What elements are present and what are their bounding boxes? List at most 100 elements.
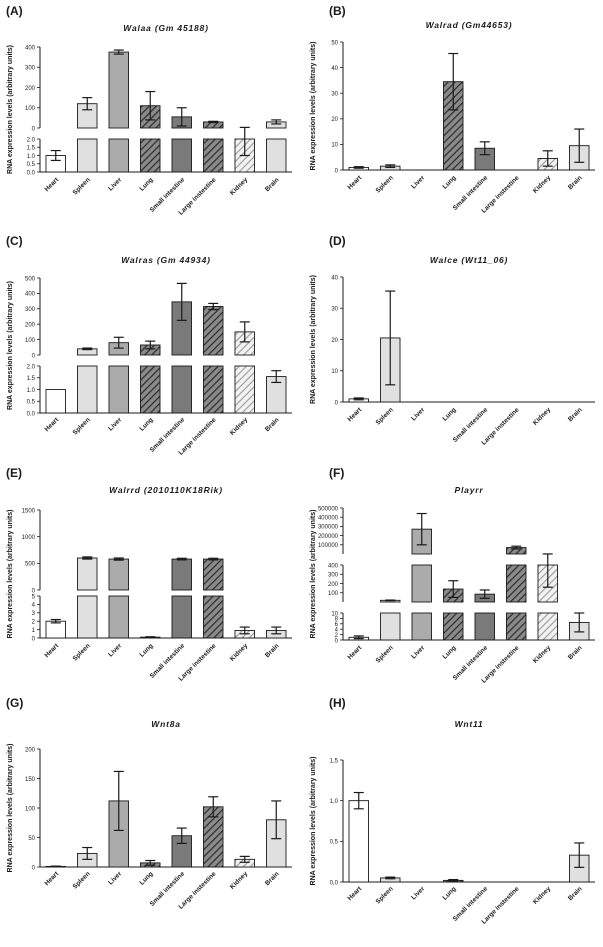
- chart-title: Walaa (Gm 45188): [123, 23, 208, 33]
- chart-title: Wnt11: [455, 719, 484, 729]
- y-tick-label: 1,0: [330, 799, 339, 805]
- y-tick-label: 0.0: [27, 411, 36, 417]
- y-tick-label: 50: [28, 836, 35, 842]
- bar: [203, 306, 224, 356]
- x-tick-label: Kidney: [229, 870, 250, 891]
- y-tick-label: 1.5: [27, 146, 36, 152]
- y-axis-label: RNA expression levels (arbitrary units): [7, 510, 14, 639]
- x-tick-label: Brain: [567, 644, 584, 661]
- y-axis-label: RNA expression levels (arbitrary units): [310, 510, 317, 639]
- x-tick-label: Heart: [346, 174, 363, 191]
- y-tick-label: 200: [25, 86, 36, 92]
- y-tick-label: 0: [335, 400, 339, 406]
- y-tick-label: 300000: [318, 525, 339, 531]
- panel-f: (F) Playrr RNA expression levels (arbitra…: [303, 462, 603, 690]
- bar: [380, 612, 401, 641]
- x-tick-label: Heart: [43, 870, 60, 887]
- chart-title: Walrad (Gm44653): [426, 20, 513, 30]
- x-tick-label: Liver: [410, 644, 426, 660]
- bar: [411, 564, 432, 603]
- y-tick-label: 2.0: [27, 137, 36, 143]
- bar: [77, 595, 98, 639]
- bar: [108, 138, 129, 173]
- y-tick-label: 50: [331, 40, 338, 46]
- x-tick-label: Lung: [138, 642, 154, 658]
- x-tick-label: Kidney: [532, 174, 553, 195]
- x-tick-label: Spleen: [375, 885, 395, 905]
- bar: [506, 612, 527, 641]
- bar: [171, 365, 192, 414]
- y-tick-label: 400: [25, 45, 36, 51]
- y-tick-label: 1: [32, 628, 36, 634]
- bar: [108, 595, 129, 639]
- panel-label: (C): [6, 234, 23, 248]
- y-tick-label: 0: [32, 353, 36, 359]
- y-tick-label: 2: [335, 633, 339, 639]
- bar: [171, 595, 192, 639]
- x-tick-label: Kidney: [532, 885, 553, 906]
- chart-h: Wnt11 RNA expression levels (arbitrary un…: [310, 719, 595, 926]
- bar: [203, 595, 224, 639]
- y-tick-label: 20: [331, 338, 338, 344]
- bar: [266, 138, 287, 173]
- y-tick-label: 40: [331, 275, 338, 281]
- chart-f: Playrr RNA expression levels (arbitrary u…: [310, 485, 595, 685]
- panel-label: (E): [6, 466, 22, 480]
- y-tick-label: 100: [25, 806, 36, 812]
- y-tick-label: 0: [32, 126, 36, 132]
- y-tick-label: 0,0: [330, 880, 339, 886]
- x-tick-label: Liver: [107, 176, 123, 192]
- y-tick-label: 400000: [318, 516, 339, 522]
- chart-title: Playrr: [455, 485, 484, 495]
- x-tick-label: Kidney: [229, 176, 250, 197]
- y-axis-label: RNA expression levels (arbitrary units): [310, 275, 317, 404]
- x-tick-label: Spleen: [72, 176, 92, 196]
- bar: [203, 558, 224, 591]
- chart-e: Walrrd (2010110K18Rik) RNA expression lev…: [7, 485, 292, 683]
- x-tick-label: Liver: [410, 174, 426, 190]
- y-tick-label: 0.5: [27, 162, 36, 168]
- x-tick-label: Spleen: [72, 870, 92, 890]
- y-tick-label: 500000: [318, 506, 339, 512]
- y-tick-label: 0: [335, 638, 339, 644]
- y-tick-label: 10: [331, 369, 338, 375]
- x-tick-label: Lung: [138, 416, 154, 432]
- chart-title: Walras (Gm 44934): [121, 255, 211, 265]
- panel-label: (D): [329, 234, 346, 248]
- chart-b: Walrad (Gm44653) RNA expression levels (a…: [310, 20, 595, 215]
- y-tick-label: 1000: [22, 535, 36, 541]
- bar: [506, 564, 527, 603]
- x-tick-label: Spleen: [72, 642, 92, 662]
- y-tick-label: 6: [335, 622, 339, 628]
- y-axis-label: RNA expression levels (arbitrary units): [310, 757, 317, 886]
- bar: [77, 138, 98, 173]
- y-tick-label: 300: [328, 573, 339, 579]
- x-tick-label: Kidney: [229, 642, 250, 663]
- y-tick-label: 100: [25, 106, 36, 112]
- y-tick-label: 500: [25, 276, 36, 282]
- panel-c: (C) Walras (Gm 44934) RNA expression leve…: [0, 230, 300, 462]
- y-tick-label: 1.0: [27, 388, 36, 394]
- y-tick-label: 5: [32, 594, 36, 600]
- y-tick-label: 0: [32, 636, 36, 642]
- x-tick-label: Lung: [441, 174, 457, 190]
- chart-d: Walce (Wt11_06) RNA expression levels (ar…: [310, 255, 595, 447]
- x-tick-label: Liver: [107, 416, 123, 432]
- bar: [203, 138, 224, 173]
- bar: [234, 365, 255, 414]
- x-tick-label: Brain: [264, 176, 281, 193]
- panel-g: (G) Wnt8a RNA expression levels (arbitrar…: [0, 692, 300, 942]
- y-tick-label: 400: [25, 292, 36, 298]
- bar: [203, 365, 224, 414]
- x-tick-label: Brain: [264, 870, 281, 887]
- x-tick-label: Heart: [346, 885, 363, 902]
- y-tick-label: 0: [335, 168, 339, 174]
- bar: [77, 365, 98, 414]
- y-tick-label: 100: [328, 591, 339, 597]
- x-tick-label: Lung: [138, 176, 154, 192]
- y-tick-label: 0.0: [27, 170, 36, 176]
- y-tick-label: 200: [25, 747, 36, 753]
- panel-label: (B): [329, 4, 346, 18]
- y-tick-label: 30: [331, 92, 338, 98]
- y-axis-label: RNA expression levels (arbitrary units): [7, 744, 14, 873]
